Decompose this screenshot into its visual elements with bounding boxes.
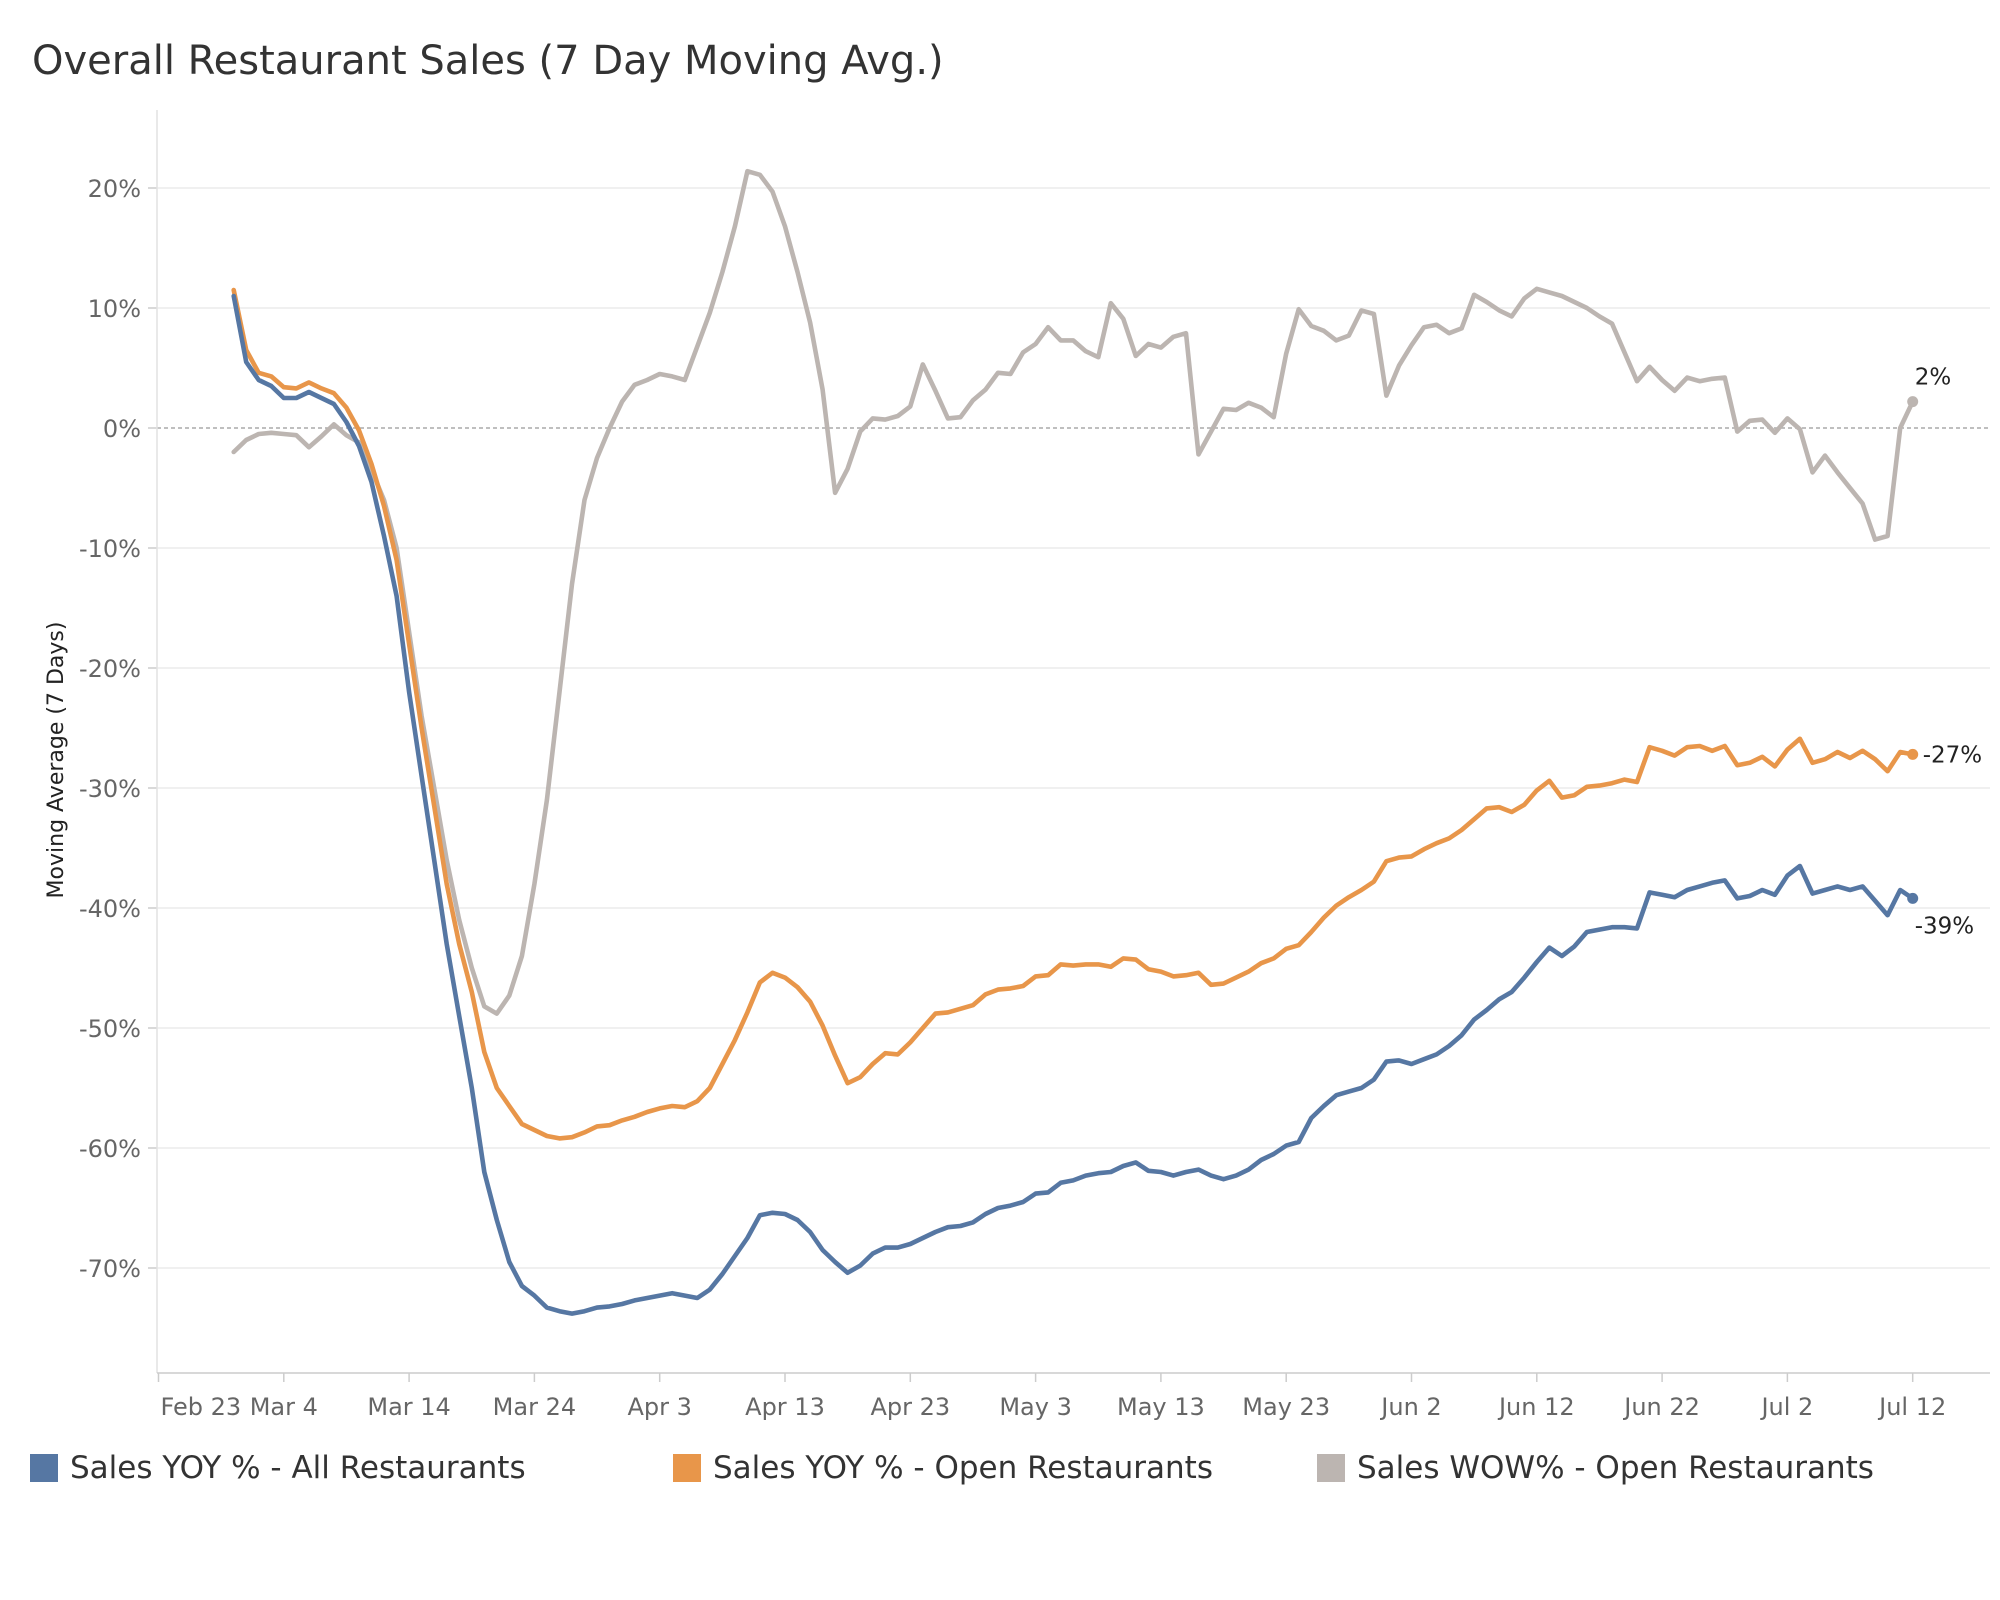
y-tick-label: -40% bbox=[79, 895, 141, 923]
legend-swatch bbox=[673, 1454, 701, 1482]
x-tick-label: Feb 23 bbox=[161, 1393, 242, 1421]
x-tick-label: Jun 12 bbox=[1497, 1393, 1575, 1421]
y-tick-label: 10% bbox=[88, 295, 141, 323]
legend-swatch bbox=[1317, 1454, 1345, 1482]
x-tick-label: Jul 12 bbox=[1877, 1393, 1946, 1421]
legend-item-all-restaurants-yoy[interactable]: Sales YOY % - All Restaurants bbox=[30, 1450, 526, 1486]
series-end-label: -27% bbox=[1923, 742, 1982, 768]
series-end-marker[interactable] bbox=[1907, 396, 1919, 408]
y-tick-labels: 20% 10% 0% -10% -20% -30% -40% -50% -60% -70% bbox=[79, 175, 141, 1283]
series-end-marker[interactable] bbox=[1907, 748, 1919, 760]
axes bbox=[148, 110, 1990, 1382]
legend: Sales YOY % - All Restaurants Sales YOY … bbox=[30, 1450, 1990, 1500]
series-lines bbox=[231, 168, 1915, 1316]
legend-label: Sales YOY % - All Restaurants bbox=[70, 1450, 526, 1486]
y-tick-label: -10% bbox=[79, 535, 141, 563]
y-tick-label: 20% bbox=[88, 175, 141, 203]
x-tick-label: Mar 14 bbox=[367, 1393, 450, 1421]
gridlines bbox=[157, 187, 1990, 1269]
series-end-label: -39% bbox=[1915, 913, 1974, 939]
y-tick-label: -70% bbox=[79, 1255, 141, 1283]
series-end-labels: -39% -27% 2% bbox=[1907, 365, 1982, 939]
series-end-label: 2% bbox=[1915, 365, 1952, 391]
legend-item-open-restaurants-yoy[interactable]: Sales YOY % - Open Restaurants bbox=[673, 1450, 1213, 1486]
legend-label: Sales WOW% - Open Restaurants bbox=[1357, 1450, 1874, 1486]
x-tick-label: Jun 2 bbox=[1379, 1393, 1441, 1421]
x-tick-label: May 23 bbox=[1242, 1393, 1330, 1421]
legend-label: Sales YOY % - Open Restaurants bbox=[713, 1450, 1213, 1486]
legend-swatch bbox=[30, 1454, 58, 1482]
y-tick-label: -60% bbox=[79, 1135, 141, 1163]
x-tick-label: Jul 2 bbox=[1759, 1393, 1813, 1421]
legend-item-open-restaurants-wow[interactable]: Sales WOW% - Open Restaurants bbox=[1317, 1450, 1874, 1486]
x-tick-label: Mar 24 bbox=[493, 1393, 576, 1421]
series-line-1[interactable] bbox=[231, 287, 1915, 1141]
x-tick-label: May 13 bbox=[1117, 1393, 1205, 1421]
x-tick-label: Apr 3 bbox=[627, 1393, 691, 1421]
series-line-0[interactable] bbox=[231, 293, 1915, 1316]
x-tick-label: Apr 23 bbox=[870, 1393, 950, 1421]
x-tick-labels: Feb 23 Mar 4 Mar 14 Mar 24 Apr 3 Apr 13 Apr 23… bbox=[161, 1393, 1947, 1421]
x-tick-label: Apr 13 bbox=[745, 1393, 825, 1421]
line-chart: 20% 10% 0% -10% -20% -30% -40% -50% -60% -70% Feb… bbox=[44, 110, 1990, 1421]
x-tick-label: Mar 4 bbox=[250, 1393, 318, 1421]
chart-title: Overall Restaurant Sales (7 Day Moving A… bbox=[32, 38, 944, 84]
y-tick-label: -50% bbox=[79, 1015, 141, 1043]
x-tick-label: May 3 bbox=[999, 1393, 1072, 1421]
y-tick-label: 0% bbox=[103, 415, 141, 443]
series-line-2[interactable] bbox=[231, 168, 1915, 1016]
y-tick-label: -20% bbox=[79, 655, 141, 683]
y-axis-label: Moving Average (7 Days) bbox=[44, 622, 69, 899]
series-end-marker[interactable] bbox=[1907, 892, 1919, 904]
x-tick-label: Jun 22 bbox=[1622, 1393, 1700, 1421]
y-tick-label: -30% bbox=[79, 775, 141, 803]
